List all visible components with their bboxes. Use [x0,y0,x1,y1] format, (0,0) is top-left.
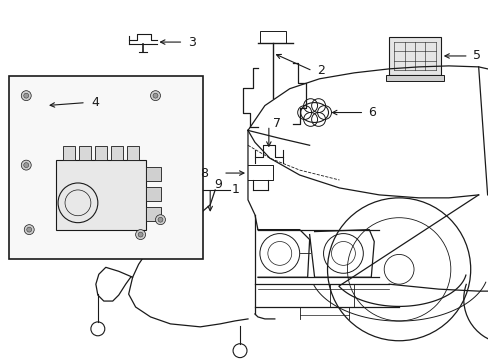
Circle shape [27,227,32,232]
Bar [111,146,122,160]
Bar [386,75,443,81]
Text: 2: 2 [317,64,325,77]
Circle shape [24,225,34,235]
Text: 4: 4 [91,96,99,109]
Circle shape [158,217,163,222]
Bar [63,146,75,160]
Bar [260,31,285,43]
Bar [388,37,440,75]
Bar [126,146,138,160]
Text: 9: 9 [214,179,222,192]
Circle shape [150,91,160,100]
Bar [145,207,161,221]
Circle shape [21,91,31,100]
Circle shape [138,232,143,237]
Text: 1: 1 [232,184,240,197]
Circle shape [153,93,158,98]
Text: 6: 6 [367,106,375,119]
Circle shape [155,215,165,225]
Text: 3: 3 [188,36,196,49]
Circle shape [24,93,29,98]
Bar [79,146,91,160]
Text: 8: 8 [200,167,208,180]
Circle shape [21,160,31,170]
Bar [56,160,145,230]
Circle shape [135,230,145,239]
Bar [145,187,161,201]
Bar [95,146,106,160]
Text: 7: 7 [272,117,280,130]
Bar [9,76,203,260]
Bar [145,167,161,181]
Text: 5: 5 [472,49,480,63]
Circle shape [24,163,29,168]
